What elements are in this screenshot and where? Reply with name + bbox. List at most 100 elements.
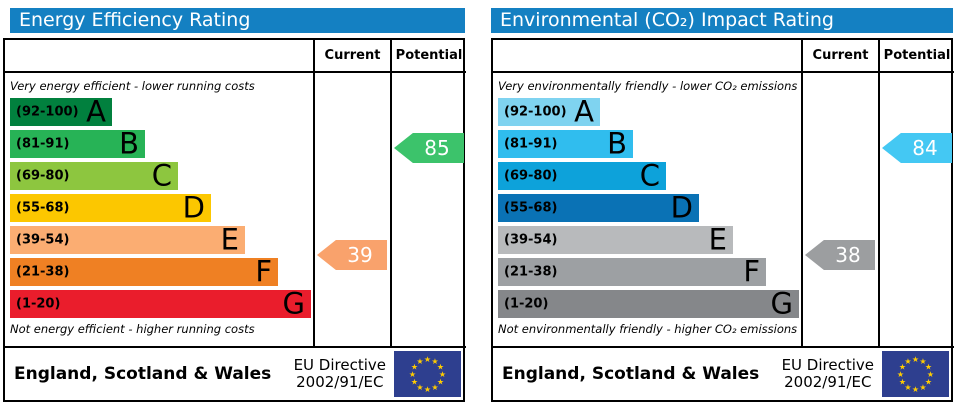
band-letter: F: [255, 254, 272, 289]
band-letter: A: [574, 94, 594, 129]
svg-text:★: ★: [899, 377, 906, 386]
footer-row: England, Scotland & Wales EU Directive 2…: [493, 346, 954, 400]
band-letter: G: [770, 286, 793, 321]
band-range-label: (69-80): [16, 168, 70, 184]
svg-text:★: ★: [904, 357, 911, 366]
svg-text:★: ★: [927, 370, 934, 379]
band-letter: A: [86, 94, 106, 129]
rating-band-c: (69-80) C: [498, 161, 666, 190]
bands-cell: Very energy efficient - lower running co…: [5, 73, 313, 346]
svg-text:★: ★: [897, 370, 904, 379]
current-rating-cell: 39: [313, 73, 390, 346]
head-spacer-cell: [493, 40, 801, 73]
head-spacer-cell: [5, 40, 313, 73]
band-range-label: (39-54): [504, 232, 558, 248]
region-label: England, Scotland & Wales: [14, 364, 272, 384]
current-rating-cell: 38: [801, 73, 878, 346]
band-range-label: (81-91): [504, 136, 558, 152]
svg-text:★: ★: [431, 383, 438, 392]
chart-title: Energy Efficiency Rating: [19, 9, 251, 31]
band-range-label: (1-20): [504, 296, 549, 312]
environmental-co2-impact-rating-chart: Environmental (CO₂) Impact Rating Curren…: [491, 0, 954, 402]
band-range-label: (92-100): [16, 104, 79, 120]
band-range-label: (55-68): [16, 200, 70, 216]
eu-flag-icon: ★ ★★★★★★★★★★★: [394, 351, 461, 397]
band-range-label: (81-91): [16, 136, 70, 152]
rating-table: Current Potential Very environmentally f…: [491, 38, 954, 402]
band-letter: E: [220, 222, 239, 257]
potential-rating-cell: 84: [878, 73, 954, 346]
rating-band-e: (39-54) E: [498, 222, 733, 257]
svg-text:★: ★: [409, 370, 416, 379]
svg-text:★: ★: [904, 383, 911, 392]
potential-rating-value: 85: [424, 136, 450, 160]
band-range-label: (1-20): [16, 296, 61, 312]
svg-text:★: ★: [439, 370, 446, 379]
band-letter: D: [182, 190, 205, 225]
svg-text:★: ★: [416, 383, 423, 392]
svg-text:★: ★: [912, 385, 919, 394]
svg-text:★: ★: [925, 362, 932, 371]
eu-directive-label: EU Directive 2002/91/EC: [781, 355, 874, 391]
rating-band-f: (21-38) F: [10, 254, 278, 289]
svg-text:★: ★: [416, 357, 423, 366]
region-label: England, Scotland & Wales: [502, 364, 760, 384]
band-letter: B: [119, 126, 139, 161]
chart-title: Environmental (CO₂) Impact Rating: [500, 9, 834, 31]
band-letter: C: [151, 158, 172, 193]
band-letter: B: [607, 126, 627, 161]
svg-text:★: ★: [925, 377, 932, 386]
rating-band-e: (39-54) E: [10, 222, 245, 257]
current-column-header: Current: [801, 40, 878, 73]
current-rating-arrow: 39: [317, 240, 387, 270]
band-range-label: (39-54): [16, 232, 70, 248]
rating-band-a: (92-100) A: [498, 94, 600, 129]
svg-text:★: ★: [424, 355, 431, 364]
bands-cell: Very environmentally friendly - lower CO…: [493, 73, 801, 346]
band-range-label: (21-38): [504, 264, 558, 280]
rating-bands: (92-100) A (81-91) B (69-80) C (55-68) D (39-54)…: [10, 94, 311, 321]
footer-row: England, Scotland & Wales EU Directive 2…: [5, 346, 466, 400]
potential-column-header: Potential: [878, 40, 954, 73]
band-letter: F: [743, 254, 760, 289]
rating-band-a: (92-100) A: [10, 94, 112, 129]
top-caption: Very energy efficient - lower running co…: [10, 78, 255, 93]
rating-bands: (92-100) A (81-91) B (69-80) C (55-68) D (39-54)…: [498, 94, 799, 321]
svg-text:★: ★: [431, 357, 438, 366]
chart-title-bar: Environmental (CO₂) Impact Rating: [491, 8, 953, 33]
svg-text:★: ★: [411, 377, 418, 386]
svg-text:★: ★: [912, 355, 919, 364]
band-range-label: (21-38): [16, 264, 70, 280]
current-rating-arrow: 38: [805, 240, 875, 270]
band-range-label: (92-100): [504, 104, 567, 120]
bottom-caption: Not energy efficient - higher running co…: [10, 322, 255, 336]
band-letter: G: [282, 286, 305, 321]
eu-flag-icon: ★ ★★★★★★★★★★★: [882, 351, 949, 397]
band-letter: E: [708, 222, 727, 257]
chart-title-bar: Energy Efficiency Rating: [10, 8, 465, 33]
svg-text:★: ★: [437, 362, 444, 371]
bottom-caption: Not environmentally friendly - higher CO…: [498, 322, 798, 336]
band-letter: D: [670, 190, 693, 225]
band-range-label: (55-68): [504, 200, 558, 216]
current-column-header: Current: [313, 40, 390, 73]
eu-directive-label: EU Directive 2002/91/EC: [293, 355, 386, 391]
energy-efficiency-rating-chart: Energy Efficiency Rating Current Potenti…: [3, 0, 466, 402]
top-caption: Very environmentally friendly - lower CO…: [498, 78, 798, 93]
potential-rating-value: 84: [912, 136, 938, 160]
current-rating-value: 39: [347, 243, 373, 267]
band-range-label: (69-80): [504, 168, 558, 184]
potential-column-header: Potential: [390, 40, 466, 73]
rating-band-b: (81-91) B: [10, 126, 145, 161]
rating-band-c: (69-80) C: [10, 158, 178, 193]
rating-band-g: (1-20) G: [10, 286, 311, 321]
rating-band-d: (55-68) D: [10, 190, 211, 225]
potential-rating-arrow: 84: [882, 133, 952, 163]
rating-table: Current Potential Very energy efficient …: [3, 38, 466, 402]
rating-band-g: (1-20) G: [498, 286, 799, 321]
current-rating-value: 38: [835, 243, 861, 267]
rating-band-b: (81-91) B: [498, 126, 633, 161]
potential-rating-cell: 85: [390, 73, 466, 346]
svg-text:★: ★: [424, 385, 431, 394]
